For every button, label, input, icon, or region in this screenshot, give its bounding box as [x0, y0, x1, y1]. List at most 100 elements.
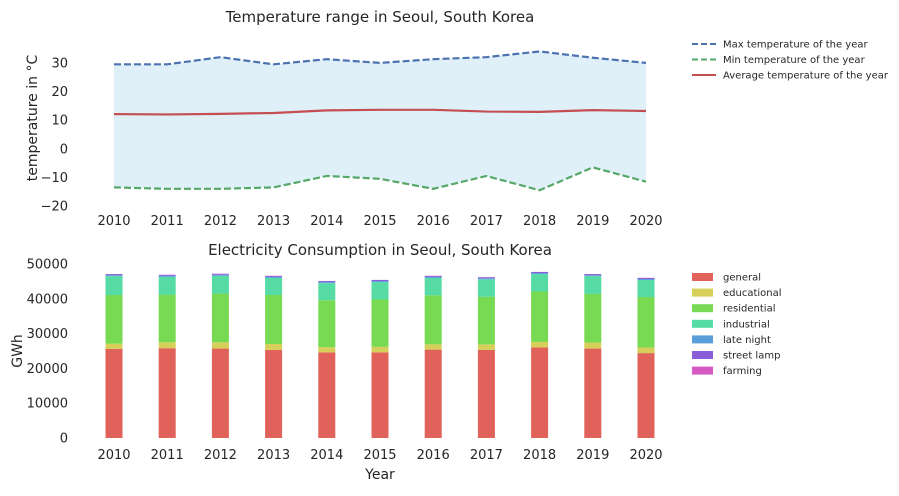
x-tick-label: 2019 — [576, 448, 609, 463]
bar-industrial-2018 — [531, 274, 548, 291]
bar-residential-2018 — [531, 291, 548, 341]
legend-swatch-street-lamp — [692, 351, 713, 359]
temperature-chart: Temperature range in Seoul, South Korea … — [25, 8, 889, 229]
x-tick-label: 2014 — [310, 448, 343, 463]
bar-late-night-2014 — [318, 282, 335, 283]
y-tick-label: 0 — [60, 432, 68, 447]
legend-swatch-late-night — [692, 335, 713, 343]
bar-residential-2016 — [425, 295, 442, 344]
bar-educational-2013 — [265, 344, 282, 350]
x-tick-label: 2015 — [363, 214, 396, 229]
bar-residential-2015 — [372, 299, 389, 346]
legend-swatch-educational — [692, 289, 713, 297]
legend-swatch-industrial — [692, 320, 713, 328]
x-tick-label: 2011 — [151, 214, 184, 229]
bar-residential-2017 — [478, 297, 495, 345]
bar-industrial-2017 — [478, 279, 495, 296]
y-tick-label: 20000 — [27, 362, 68, 377]
bar-street-lamp-2017 — [478, 277, 495, 278]
x-tick-label: 2020 — [629, 214, 662, 229]
bar-general-2018 — [531, 348, 548, 438]
x-tick-label: 2017 — [470, 448, 503, 463]
bar-residential-2012 — [212, 294, 229, 343]
bar-general-2010 — [106, 349, 123, 438]
temperature-plot-area — [114, 51, 646, 190]
y-tick-label: 50000 — [27, 258, 68, 273]
y-tick-label: −20 — [41, 200, 68, 215]
y-tick-label: 0 — [60, 142, 68, 157]
legend-label-residential: residential — [723, 304, 775, 315]
bar-educational-2011 — [159, 342, 176, 348]
x-tick-label: 2012 — [204, 448, 237, 463]
x-tick-label: 2012 — [204, 214, 237, 229]
x-tick-label: 2014 — [310, 214, 343, 229]
x-tick-label: 2019 — [576, 214, 609, 229]
legend-label-industrial: industrial — [723, 319, 770, 330]
bar-educational-2016 — [425, 344, 442, 349]
electricity-x-axis-label: Year — [364, 467, 395, 483]
bar-educational-2020 — [638, 348, 655, 354]
x-tick-label: 2018 — [523, 448, 556, 463]
bar-street-lamp-2020 — [638, 278, 655, 279]
bar-industrial-2016 — [425, 278, 442, 295]
bar-industrial-2015 — [372, 282, 389, 299]
bar-industrial-2012 — [212, 276, 229, 294]
x-tick-label: 2011 — [151, 448, 184, 463]
x-tick-label: 2018 — [523, 214, 556, 229]
x-tick-label: 2016 — [417, 214, 450, 229]
bar-late-night-2018 — [531, 273, 548, 274]
bar-general-2011 — [159, 348, 176, 438]
bar-late-night-2020 — [638, 279, 655, 280]
bar-educational-2010 — [106, 344, 123, 349]
bar-general-2020 — [638, 353, 655, 438]
bar-educational-2012 — [212, 342, 229, 348]
bar-industrial-2013 — [265, 278, 282, 295]
legend-label-average-temperature-of-the-year: Average temperature of the year — [723, 71, 889, 82]
bar-late-night-2012 — [212, 275, 229, 276]
bar-street-lamp-2012 — [212, 274, 229, 275]
y-tick-label: 20 — [51, 85, 68, 100]
bar-street-lamp-2019 — [584, 274, 601, 275]
bar-general-2013 — [265, 350, 282, 438]
bar-residential-2020 — [638, 297, 655, 347]
legend-label-max-temperature-of-the-year: Max temperature of the year — [723, 40, 868, 51]
bar-industrial-2019 — [584, 276, 601, 294]
bar-general-2012 — [212, 349, 229, 438]
legend-label-farming: farming — [723, 366, 762, 377]
bar-industrial-2020 — [638, 280, 655, 297]
bar-street-lamp-2018 — [531, 272, 548, 273]
bar-street-lamp-2015 — [372, 280, 389, 281]
temperature-y-axis-label: temperature in °C — [25, 55, 41, 182]
bar-street-lamp-2011 — [159, 275, 176, 276]
bar-residential-2010 — [106, 295, 123, 344]
bar-educational-2014 — [318, 347, 335, 352]
legend-swatch-residential — [692, 304, 713, 312]
x-tick-label: 2015 — [363, 448, 396, 463]
temperature-legend: Max temperature of the year Min temperatu… — [692, 40, 889, 82]
bar-street-lamp-2016 — [425, 276, 442, 277]
bar-educational-2019 — [584, 343, 601, 349]
bar-late-night-2011 — [159, 276, 176, 277]
x-tick-label: 2010 — [97, 214, 130, 229]
legend-label-min-temperature-of-the-year: Min temperature of the year — [723, 55, 866, 66]
legend-swatch-general — [692, 273, 713, 281]
x-tick-label: 2013 — [257, 448, 290, 463]
bar-late-night-2010 — [106, 275, 123, 276]
legend-swatch-farming — [692, 367, 713, 375]
bar-educational-2018 — [531, 342, 548, 348]
bar-late-night-2016 — [425, 277, 442, 278]
electricity-chart-title: Electricity Consumption in Seoul, South … — [208, 241, 552, 259]
bar-residential-2019 — [584, 294, 601, 343]
electricity-y-axis-label: GWh — [10, 334, 26, 368]
y-tick-label: 30000 — [27, 327, 68, 342]
bar-educational-2017 — [478, 344, 495, 350]
bar-late-night-2013 — [265, 277, 282, 278]
bar-late-night-2019 — [584, 275, 601, 276]
bar-general-2019 — [584, 349, 601, 438]
bar-general-2015 — [372, 352, 389, 438]
y-tick-label: 30 — [51, 56, 68, 71]
